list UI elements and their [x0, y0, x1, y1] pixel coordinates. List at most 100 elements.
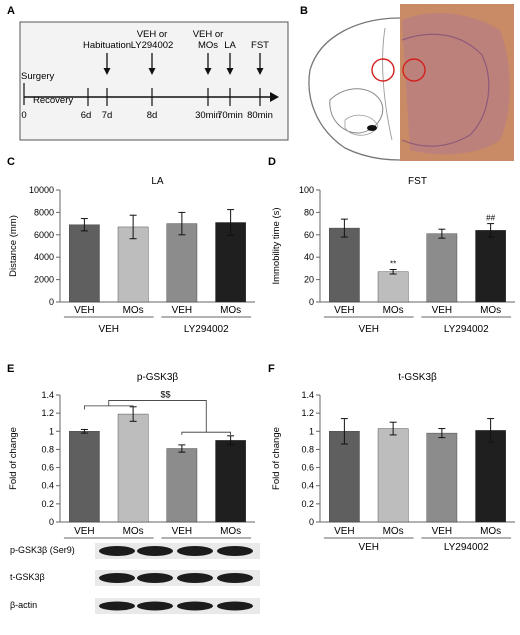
y-tick-label: 0.8: [301, 444, 314, 454]
timeline-event-time: 30min: [195, 110, 221, 121]
timeline-event-label: Habituation: [83, 40, 131, 51]
y-tick-label: 100: [299, 185, 314, 195]
category-label: MOs: [220, 305, 241, 316]
comparison-line: [108, 400, 207, 433]
category-label: VEH: [432, 526, 453, 537]
brain-structure-outline: [329, 88, 384, 134]
blot-band: [99, 601, 135, 611]
blot-band: [137, 573, 173, 583]
timeline-event-arrowhead: [256, 68, 264, 75]
bar: [69, 224, 100, 303]
y-tick-label: 0.6: [301, 463, 314, 473]
tissue-contour: [401, 33, 490, 147]
timeline-label-6d: 6d: [81, 110, 92, 121]
bracket-right: [181, 431, 232, 435]
bar: [69, 431, 100, 523]
roi-circle-left: [371, 58, 395, 82]
bar: [166, 223, 198, 303]
y-tick-label: 0.2: [301, 499, 314, 509]
chart-la: LA 0 2000 4000 6000 8000 10000 Distance (mm) VEH…: [8, 176, 255, 335]
y-tick-label: 0.4: [41, 481, 54, 491]
group-label: VEH: [358, 324, 379, 335]
blot-band: [177, 601, 213, 611]
group-label: VEH: [98, 324, 119, 335]
blot-label-p-gsk3b: p-GSK3β (Ser9): [10, 545, 75, 555]
brain-midline-outline: [382, 27, 393, 141]
y-tick-label: 60: [304, 230, 314, 240]
category-label: MOs: [123, 305, 144, 316]
blot-label-t-gsk3b: t-GSK3β: [10, 572, 45, 582]
category-label: VEH: [172, 526, 193, 537]
y-tick-label: 0.2: [41, 499, 54, 509]
blot-band: [177, 573, 213, 583]
category-label: MOs: [123, 526, 144, 537]
timeline-panel: Surgery Recovery 0 6d Habituation 7d VEH o…: [19, 21, 289, 141]
bar: [426, 432, 458, 523]
timeline-surgery-label: Surgery: [21, 71, 55, 82]
group-label: LY294002: [444, 542, 489, 553]
y-tick-label: 1.2: [301, 408, 314, 418]
bracket-left: [83, 405, 134, 410]
category-label: VEH: [432, 305, 453, 316]
y-axis-label: Immobility time (s): [271, 207, 282, 284]
timeline-event-label: LY294002: [131, 40, 174, 51]
category-label: VEH: [172, 305, 193, 316]
timeline-event-arrowhead: [226, 68, 234, 75]
y-tick-label: 2000: [34, 275, 54, 285]
blot-band: [217, 601, 253, 611]
timeline-arrowhead: [270, 92, 279, 102]
western-blot: p-GSK3β (Ser9) t-GSK3β β-actin: [10, 543, 260, 614]
timeline-box: [19, 21, 289, 141]
timeline-event-arrowhead: [148, 68, 156, 75]
y-tick-label: 0: [49, 517, 54, 527]
blot-band: [217, 573, 253, 583]
y-tick-label: 1.4: [41, 390, 54, 400]
bar: [329, 431, 360, 523]
chart-title: p-GSK3β: [137, 372, 179, 383]
blot-band: [137, 601, 173, 611]
brain-outline: [308, 17, 401, 161]
y-tick-label: 0.8: [41, 444, 54, 454]
category-label: MOs: [383, 305, 404, 316]
timeline-event-arrowhead: [204, 68, 212, 75]
group-label: LY294002: [184, 324, 229, 335]
brain-structure-inner: [344, 114, 379, 136]
category-label: MOs: [220, 526, 241, 537]
y-tick-label: 0: [49, 297, 54, 307]
blot-band: [177, 546, 213, 556]
bar: [117, 226, 149, 303]
blot-band: [99, 546, 135, 556]
y-tick-label: 1: [309, 426, 314, 436]
chart-fst: FST 0 20 40 60 80 100 Immobility time (s) VEH ** M…: [271, 176, 515, 335]
bar: [377, 428, 409, 523]
bar: [117, 413, 149, 523]
panel-label-c: C: [7, 156, 15, 168]
blot-band: [217, 546, 253, 556]
bar: [329, 227, 360, 303]
y-tick-label: 4000: [34, 252, 54, 262]
y-tick-label: 80: [304, 207, 314, 217]
timeline-event-label: LA: [224, 40, 236, 51]
panel-label-a: A: [7, 5, 15, 17]
bar: [475, 230, 506, 303]
chart-t-gsk3b: t-GSK3β 0 0.2 0.4 0.6 0.8 1 1.2 1.4 Fold of chang…: [271, 372, 515, 553]
y-axis-label: Fold of change: [271, 427, 282, 490]
blot-label-beta-actin: β-actin: [10, 600, 37, 610]
chart-p-gsk3b: p-GSK3β 0 0.2 0.4 0.6 0.8 1 1.2 1.4 Fold of chang…: [8, 372, 255, 553]
y-tick-label: 0: [309, 297, 314, 307]
significance-mark: **: [390, 260, 396, 269]
category-label: VEH: [334, 526, 355, 537]
y-tick-label: 8000: [34, 207, 54, 217]
group-label: VEH: [358, 542, 379, 553]
y-tick-label: 10000: [29, 185, 54, 195]
bar: [377, 271, 409, 303]
category-label: VEH: [74, 526, 95, 537]
timeline-event-label: VEH or: [137, 29, 168, 40]
roi-circle-right: [402, 58, 426, 82]
category-label: VEH: [74, 305, 95, 316]
y-tick-label: 1.4: [301, 390, 314, 400]
blot-band: [137, 546, 173, 556]
panel-label-d: D: [268, 156, 276, 168]
timeline-event-label: FST: [251, 40, 269, 51]
bar: [215, 440, 246, 523]
